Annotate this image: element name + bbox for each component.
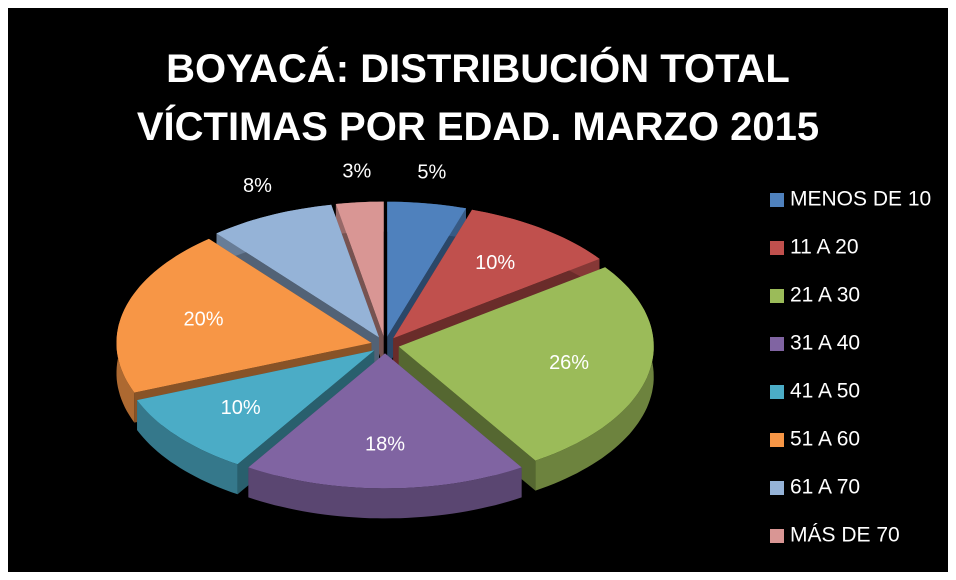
slice	[116, 238, 372, 393]
slice	[216, 204, 379, 338]
slice-wall	[137, 400, 238, 495]
data-label: 3%	[342, 160, 371, 182]
data-label: 20%	[183, 308, 223, 330]
slice	[248, 353, 522, 489]
legend-label: MENOS DE 10	[790, 188, 931, 211]
legend-label: 41 A 50	[790, 380, 860, 403]
slice	[137, 350, 375, 465]
legend-swatch	[770, 337, 784, 351]
chart-title: BOYACÁ: DISTRIBUCIÓN TOTAL VÍCTIMAS POR …	[136, 47, 820, 149]
legend-label: 51 A 60	[790, 428, 860, 451]
data-label: 5%	[417, 162, 446, 184]
slice	[387, 201, 466, 337]
data-label: 10%	[221, 397, 261, 419]
legend-label: 21 A 30	[790, 284, 860, 307]
legend-label: MÁS DE 70	[790, 524, 900, 547]
data-label: 18%	[365, 433, 405, 455]
legend-swatch	[770, 193, 784, 207]
data-label: 10%	[475, 252, 515, 274]
legend-swatch	[770, 529, 784, 543]
data-label: 8%	[243, 175, 272, 197]
slice	[398, 267, 654, 461]
legend-swatch	[770, 433, 784, 447]
legend-label: 31 A 40	[790, 332, 860, 355]
legend-label: 11 A 20	[790, 236, 859, 259]
data-label: 26%	[549, 352, 589, 374]
slice	[393, 209, 600, 339]
legend-swatch	[770, 385, 784, 399]
slice	[335, 201, 384, 337]
legend-swatch	[770, 481, 784, 495]
legend-swatch	[770, 241, 784, 255]
legend-swatch	[770, 289, 784, 303]
slice-wall	[535, 267, 654, 491]
slice-wall	[248, 467, 522, 519]
legend-label: 61 A 70	[790, 476, 860, 499]
